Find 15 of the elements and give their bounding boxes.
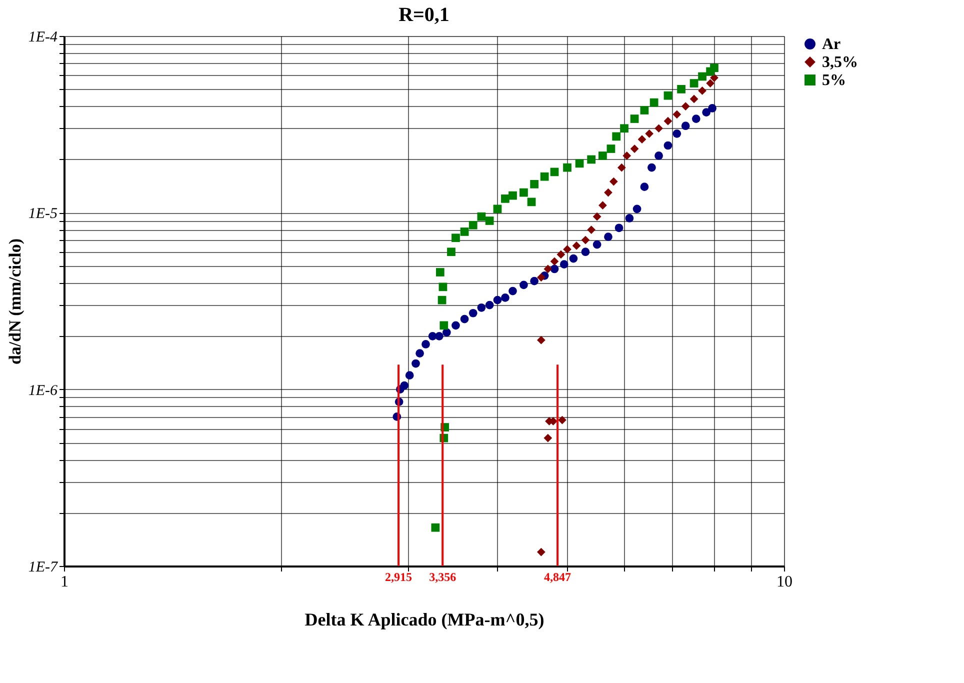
y-tick-label: 1E-7 (28, 560, 59, 576)
chart-title: R=0,1 (398, 4, 450, 26)
legend-label: 3,5% (822, 54, 858, 71)
legend-label: Ar (822, 36, 841, 53)
ref-line-label: 4,847 (544, 570, 572, 584)
legend-label: 5% (822, 72, 846, 89)
ref-line-label: 2,915 (385, 570, 412, 584)
y-tick-label: 1E-5 (28, 206, 58, 222)
y-tick-label: 1E-4 (28, 30, 58, 46)
x-tick-label: 1 (60, 574, 68, 590)
y-axis-title: da/dN (mm/ciclo) (5, 238, 24, 365)
x-tick-label: 10 (776, 574, 792, 590)
x-axis-title: Delta K Aplicado (MPa-m^0,5) (304, 610, 544, 630)
y-tick-label: 1E-6 (28, 382, 58, 399)
ref-line-label: 3,356 (429, 570, 456, 584)
